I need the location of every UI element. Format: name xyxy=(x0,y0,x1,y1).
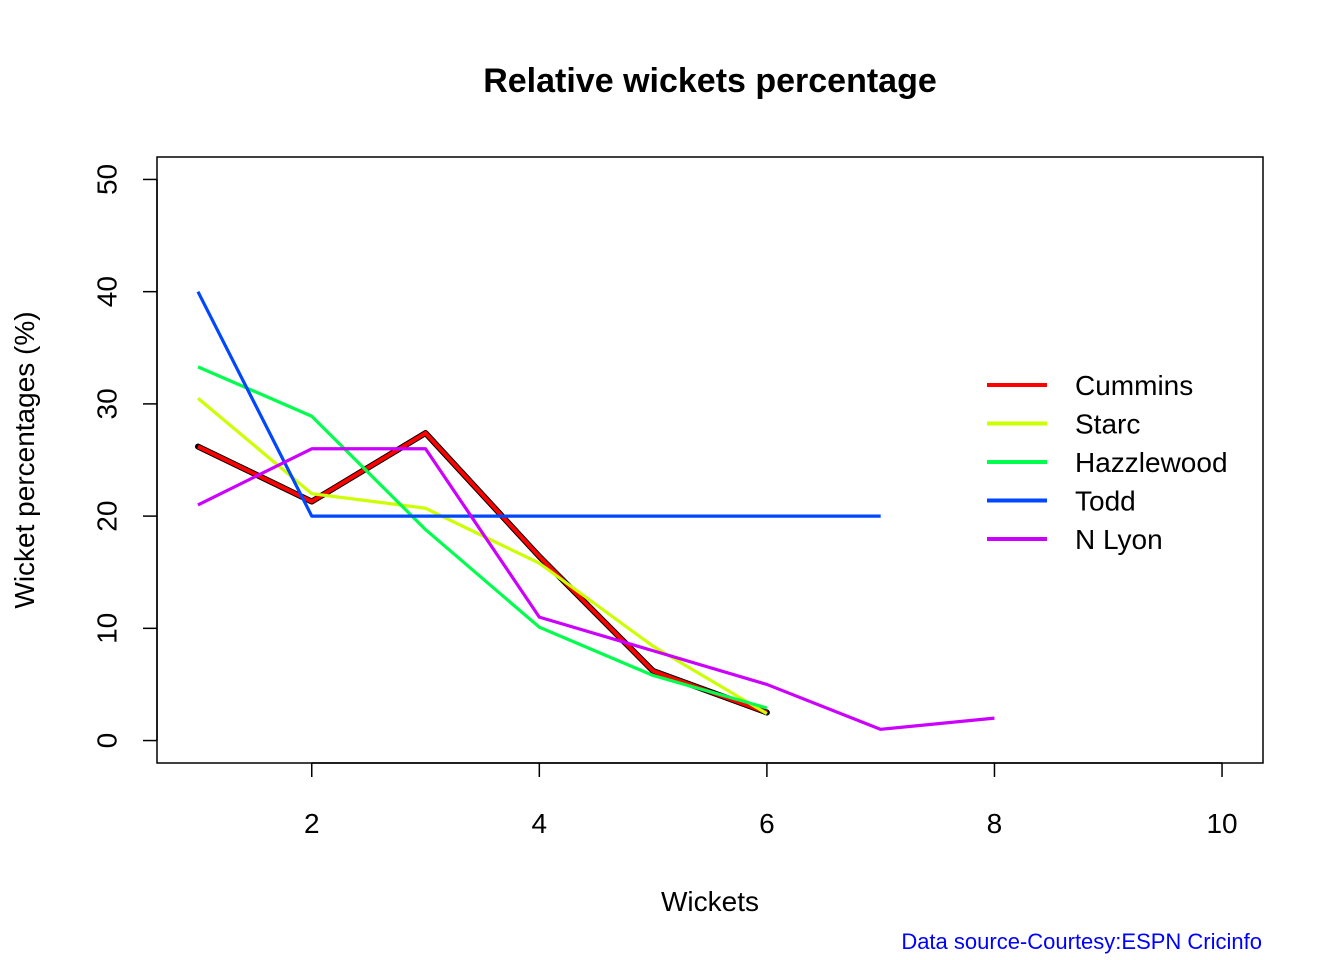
chart-title: Relative wickets percentage xyxy=(483,62,937,100)
series-line-todd xyxy=(196,290,881,518)
series-outline-cummins xyxy=(194,430,770,716)
x-tick-label: 6 xyxy=(759,808,775,839)
series-line-starc xyxy=(196,397,768,715)
y-axis: 0 10 20 30 40 50 xyxy=(91,164,158,749)
legend-label: Hazzlewood xyxy=(1075,447,1228,478)
y-tick-label: 30 xyxy=(91,388,122,419)
y-tick-label: 50 xyxy=(91,164,122,195)
x-tick-label: 4 xyxy=(532,808,548,839)
legend: Cummins Starc Hazzlewood Todd N Lyon xyxy=(987,370,1228,555)
y-tick-label: 20 xyxy=(91,501,122,532)
x-tick-label: 2 xyxy=(304,808,320,839)
legend-label: Starc xyxy=(1075,409,1140,440)
series-line-hazzlewood xyxy=(197,365,768,710)
legend-label: Cummins xyxy=(1075,370,1193,401)
y-tick-label: 0 xyxy=(91,733,122,749)
x-tick-label: 8 xyxy=(987,808,1003,839)
data-source-note: Data source-Courtesy:ESPN Cricinfo xyxy=(901,929,1262,954)
x-axis: 2 4 6 8 10 xyxy=(304,762,1238,839)
series-line-n-lyon xyxy=(197,447,995,731)
series-line-cummins xyxy=(197,431,768,715)
legend-label: Todd xyxy=(1075,486,1136,517)
y-tick-label: 10 xyxy=(91,613,122,644)
y-tick-label: 40 xyxy=(91,276,122,307)
series-lines xyxy=(194,290,995,731)
x-tick-label: 10 xyxy=(1206,808,1237,839)
x-axis-label: Wickets xyxy=(661,886,759,917)
legend-label: N Lyon xyxy=(1075,524,1163,555)
y-axis-label: Wicket percentages (%) xyxy=(9,311,40,608)
